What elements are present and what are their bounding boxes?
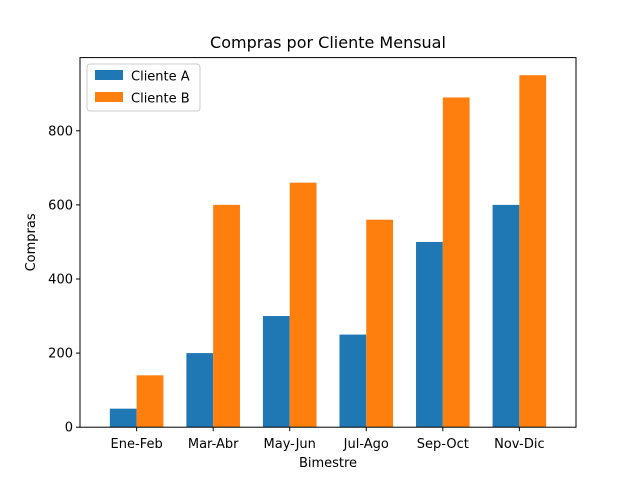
x-tick-label: Nov-Dic <box>494 437 544 452</box>
bar-cliente-b-mar-abr <box>213 204 240 428</box>
y-tick-label: 200 <box>48 347 73 362</box>
y-axis: 0 200 400 600 800 <box>48 124 80 436</box>
legend-label-cliente-a: Cliente A <box>131 70 190 85</box>
bar-cliente-a-jul-ago <box>339 334 367 428</box>
bar-cliente-a-may-jun <box>262 316 290 428</box>
bar-cliente-b-nov-dic <box>519 75 547 428</box>
bar-cliente-a-sep-oct <box>416 241 443 428</box>
bar-cliente-a-nov-dic <box>492 204 520 428</box>
bar-cliente-a-mar-abr <box>186 353 214 428</box>
y-tick-label: 600 <box>48 198 73 213</box>
chart-title: Compras por Cliente Mensual <box>210 33 446 52</box>
x-tick-label: Jul-Ago <box>343 437 389 452</box>
legend-label-cliente-b: Cliente B <box>131 92 190 107</box>
plot-frame <box>79 57 577 428</box>
y-axis-label: Compras <box>24 213 39 271</box>
bars-layer <box>109 75 547 428</box>
y-tick-label: 0 <box>65 421 73 436</box>
bar-cliente-b-may-jun <box>289 182 317 428</box>
x-tick-label: Mar-Abr <box>188 437 239 452</box>
bar-cliente-a-ene-feb <box>109 408 137 428</box>
x-tick-label: Ene-Feb <box>111 437 163 452</box>
y-tick-label: 400 <box>48 272 73 287</box>
x-axis-label: Bimestre <box>299 456 357 471</box>
bar-cliente-b-ene-feb <box>136 375 164 428</box>
x-tick-label: May-Jun <box>264 437 316 452</box>
legend-swatch-cliente-b <box>95 92 123 102</box>
bar-cliente-b-sep-oct <box>442 97 470 428</box>
x-tick-label: Sep-Oct <box>417 437 469 452</box>
x-axis: Ene-Feb Mar-Abr May-Jun Jul-Ago Sep-Oct Nov-D… <box>111 427 545 452</box>
legend: Cliente A Cliente B <box>86 63 201 112</box>
legend-swatch-cliente-a <box>95 70 123 80</box>
y-tick-label: 800 <box>48 124 73 139</box>
bar-cliente-b-jul-ago <box>366 219 394 428</box>
